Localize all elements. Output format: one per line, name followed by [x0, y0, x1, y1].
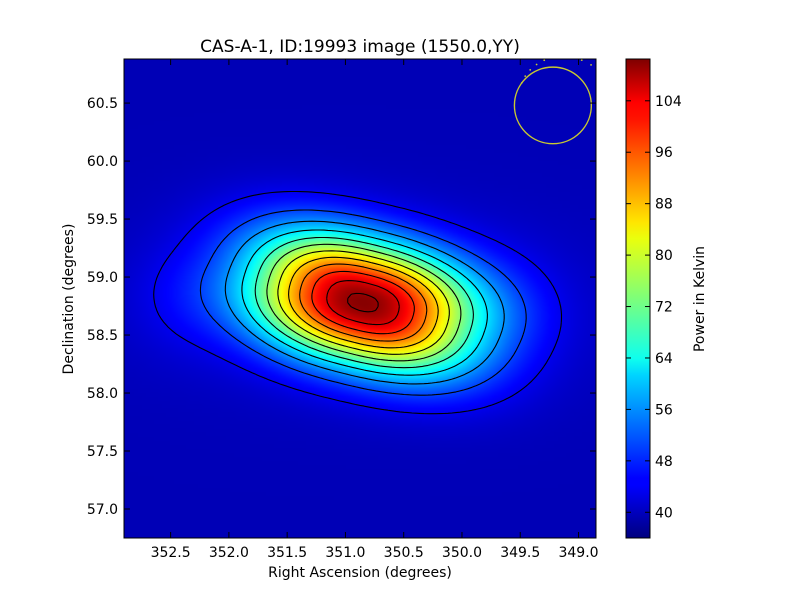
colorbar-tick-label: 72: [655, 300, 673, 316]
beam-dot: [571, 56, 573, 58]
y-tick-label: 60.0: [87, 154, 118, 170]
colorbar-tick-label: 104: [655, 94, 682, 110]
x-tick-label: 351.5: [267, 545, 307, 561]
x-tick-label: 351.0: [325, 545, 365, 561]
x-tick-label: 350.5: [384, 545, 424, 561]
y-tick-label: 57.5: [87, 444, 118, 460]
plot-frame: [123, 58, 597, 539]
contour-line: [266, 243, 462, 362]
contour-line: [153, 190, 563, 415]
beam-dot: [590, 64, 592, 66]
contour-line: [254, 236, 474, 369]
contour-line: [311, 270, 415, 335]
contour-lines: [153, 190, 563, 415]
y-tick-label: 59.0: [87, 270, 118, 286]
beam-dot: [529, 68, 532, 71]
colorbar-tick-label: 80: [655, 248, 673, 264]
y-ticks: 57.0 57.5 58.0 58.5 59.0 59.5 60.0 60.5: [87, 96, 596, 518]
x-tick-label: 350.0: [442, 545, 482, 561]
contour-line: [224, 220, 505, 385]
colorbar-tick-label: 48: [655, 454, 673, 470]
beam-dot: [561, 56, 563, 58]
beam-dot: [535, 63, 538, 66]
colorbar-gradient: [626, 59, 650, 538]
colorbar-tick-label: 64: [655, 351, 673, 367]
beam-dot: [524, 75, 527, 77]
x-axis-label: Right Ascension (degrees): [268, 565, 452, 581]
colorbar-tick-label: 96: [655, 145, 673, 161]
colorbar-frame: [625, 58, 651, 539]
beam-dot: [543, 59, 546, 62]
contour-line: [199, 209, 527, 396]
colorbar-tick-label: 88: [655, 197, 673, 213]
y-tick-label: 59.5: [87, 212, 118, 228]
chart-title: CAS-A-1, ID:19993 image (1550.0,YY): [200, 37, 520, 57]
heatmap-image: [124, 59, 596, 538]
beam-marker: [513, 56, 593, 145]
x-tick-label: 349.0: [558, 545, 598, 561]
contour-line: [288, 256, 439, 349]
beam-dot: [520, 81, 523, 84]
x-tick-label: 349.5: [500, 545, 540, 561]
x-tick-label: 352.5: [151, 545, 191, 561]
contour-line: [299, 263, 428, 342]
contour-line: [326, 280, 400, 326]
y-axis-label: Declination (degrees): [61, 224, 77, 375]
colorbar: 40 48 56 64 72 80 88 96 104 Power in Kelvin: [625, 58, 708, 539]
colorbar-ticks: 40 48 56 64 72 80 88 96 104: [626, 94, 682, 521]
y-tick-label: 58.5: [87, 328, 118, 344]
plot-area: 352.5 352.0 351.5 351.0 350.5 350.0 349.5 349.0…: [87, 56, 599, 561]
beam-ellipse: [513, 66, 593, 145]
y-tick-label: 58.0: [87, 386, 118, 402]
colorbar-tick-label: 56: [655, 402, 673, 418]
beam-dot: [580, 59, 583, 62]
y-tick-label: 60.5: [87, 96, 118, 112]
contour-line: [347, 292, 379, 313]
x-tick-label: 352.0: [209, 545, 249, 561]
colorbar-label: Power in Kelvin: [692, 246, 708, 352]
y-tick-label: 57.0: [87, 502, 118, 518]
beam-dot: [552, 57, 554, 59]
contour-line: [241, 229, 488, 376]
x-ticks: 352.5 352.0 351.5 351.0 350.5 350.0 349.5 349.0: [151, 59, 599, 561]
colorbar-tick-label: 40: [655, 505, 673, 521]
contour-line: [277, 250, 450, 355]
